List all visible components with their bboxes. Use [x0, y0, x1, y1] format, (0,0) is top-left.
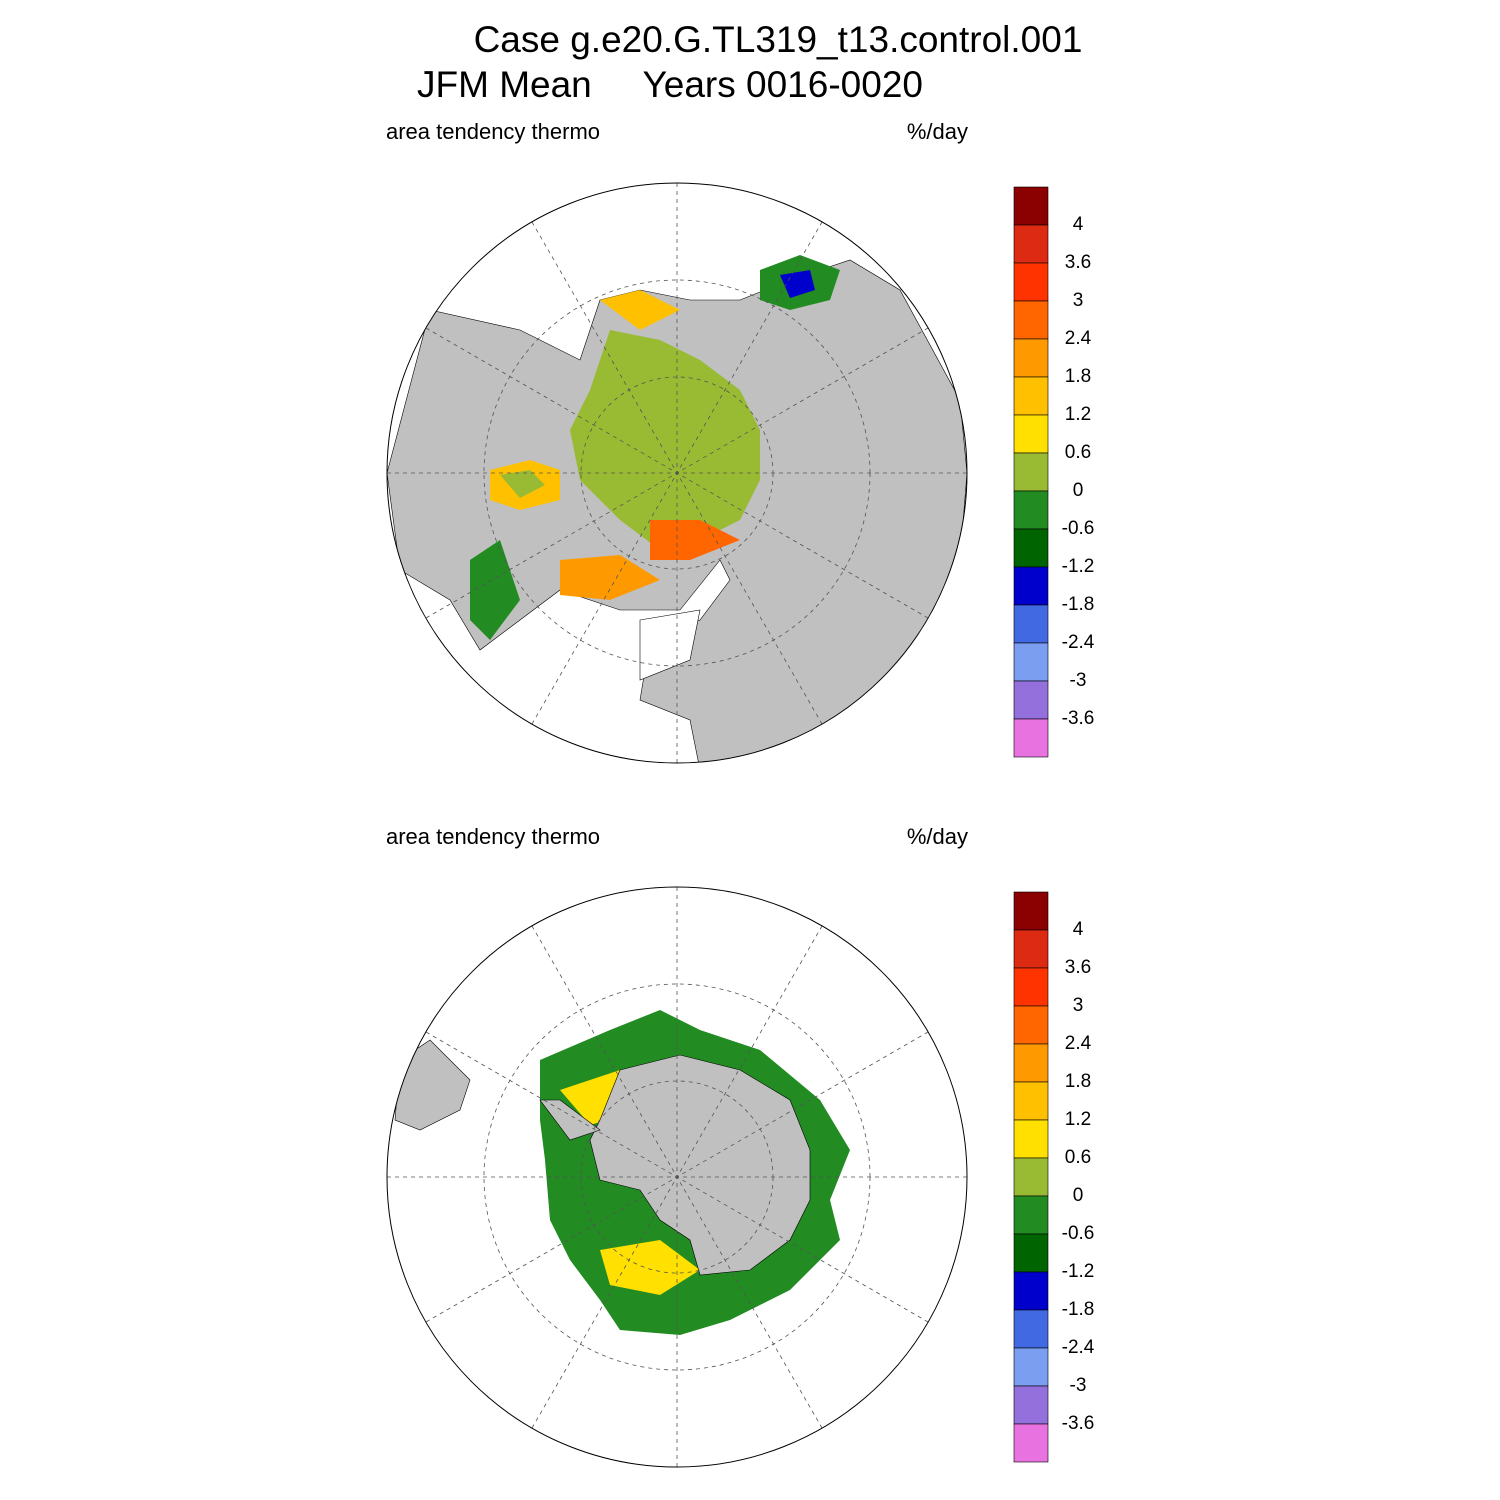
colorbar-label: 3 [1073, 995, 1084, 1016]
colorbar-label: 1.2 [1065, 404, 1091, 425]
colorbar-box [1013, 414, 1049, 454]
colorbar-box [1013, 452, 1049, 492]
colorbar-box [1013, 929, 1049, 969]
colorbar-box [1013, 1271, 1049, 1311]
colorbar-label: 1.2 [1065, 1109, 1091, 1130]
colorbar-box [1013, 376, 1049, 416]
colorbar-box [1013, 642, 1049, 682]
colorbar-label: 0.6 [1065, 1147, 1091, 1168]
south-map [386, 886, 968, 1468]
colorbar-box [1013, 490, 1049, 530]
colorbar-label: -0.6 [1062, 518, 1095, 539]
colorbar-label: -1.8 [1062, 594, 1095, 615]
colorbar: 4 3.6 3 2.4 1.8 1.2 0.6 0 -0.6 -1.2 -1.8 -2.4 -3 -3.6 [1013, 891, 1095, 1463]
colorbar-box [1013, 1081, 1049, 1121]
colorbar-box [1013, 1195, 1049, 1235]
colorbar-box [1013, 680, 1049, 720]
colorbar-label: -2.4 [1062, 632, 1095, 653]
subtitle: JFM Mean Years 0016-0020 [417, 64, 923, 105]
colorbar-box [1013, 300, 1049, 340]
colorbar-label: -3.6 [1062, 1413, 1095, 1434]
colorbar-label: -0.6 [1062, 1223, 1095, 1244]
colorbar-label: -1.2 [1062, 556, 1095, 577]
colorbar-box [1013, 1385, 1049, 1425]
colorbar-label: 2.4 [1065, 328, 1092, 349]
colorbar-label: -3.6 [1062, 708, 1095, 729]
colorbar-box [1013, 262, 1049, 302]
colorbar-box [1013, 1309, 1049, 1349]
panel-right-label: %/day [907, 119, 968, 144]
colorbar-box [1013, 1005, 1049, 1045]
colorbar-box [1013, 604, 1049, 644]
north-map [386, 182, 968, 764]
colorbar-box [1013, 186, 1049, 226]
colorbar-label: 4 [1073, 214, 1084, 235]
colorbar-label: 0.6 [1065, 442, 1091, 463]
colorbar-label: -1.8 [1062, 1299, 1095, 1320]
colorbar-label: 3.6 [1065, 957, 1091, 978]
panel-right-label: %/day [907, 824, 968, 849]
colorbar-box [1013, 566, 1049, 606]
panel-left-label: area tendency thermo [386, 119, 600, 144]
panel-left-label: area tendency thermo [386, 824, 600, 849]
colorbar-label: -3 [1070, 670, 1087, 691]
colorbar-box [1013, 1423, 1049, 1463]
colorbar: 4 3.6 3 2.4 1.8 1.2 0.6 0 -0.6 -1.2 -1.8 -2.4 -3 -3.6 [1013, 186, 1095, 758]
colorbar-box [1013, 1043, 1049, 1083]
colorbar-label: -1.2 [1062, 1261, 1095, 1282]
colorbar-box [1013, 528, 1049, 568]
colorbar-box [1013, 1347, 1049, 1387]
colorbar-box [1013, 224, 1049, 264]
colorbar-label: 1.8 [1065, 366, 1091, 387]
colorbar-label: 2.4 [1065, 1033, 1092, 1054]
colorbar-box [1013, 718, 1049, 758]
colorbar-box [1013, 967, 1049, 1007]
colorbar-label: 4 [1073, 919, 1084, 940]
colorbar-box [1013, 1157, 1049, 1197]
colorbar-label: 3 [1073, 290, 1084, 311]
colorbar-label: 3.6 [1065, 252, 1091, 273]
colorbar-label: -2.4 [1062, 1337, 1095, 1358]
colorbar-box [1013, 1119, 1049, 1159]
colorbar-box [1013, 891, 1049, 931]
colorbar-label: 0 [1073, 480, 1084, 501]
colorbar-label: 1.8 [1065, 1071, 1091, 1092]
colorbar-box [1013, 1233, 1049, 1273]
colorbar-label: -3 [1070, 1375, 1087, 1396]
colorbar-box [1013, 338, 1049, 378]
title: Case g.e20.G.TL319_t13.control.001 [474, 19, 1083, 60]
colorbar-label: 0 [1073, 1185, 1084, 1206]
